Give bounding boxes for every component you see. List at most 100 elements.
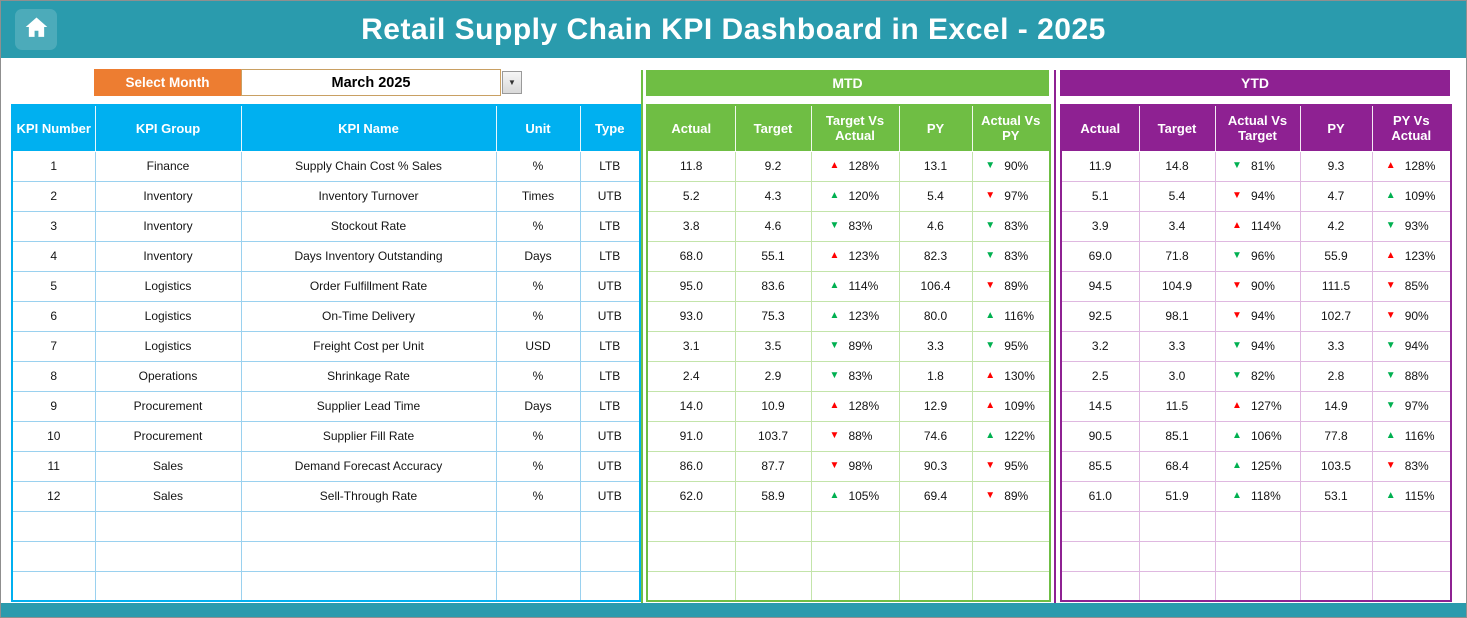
trend-down-icon: ▼ xyxy=(1385,370,1396,381)
kpi-name-cell: Supplier Fill Rate xyxy=(240,420,497,452)
ytd-actual-cell: 92.5 xyxy=(1060,300,1140,332)
trend-indicator: ▲ 123% xyxy=(1377,249,1447,263)
ytd-py-vs-actual-cell: ▲ 115% xyxy=(1371,480,1452,512)
ytd-py-vs-actual-cell: ▲ 128% xyxy=(1371,150,1452,182)
trend-up-icon: ▲ xyxy=(1385,250,1396,261)
empty-cell xyxy=(646,540,736,572)
trend-indicator: ▲ 106% xyxy=(1220,429,1296,443)
trend-up-icon: ▲ xyxy=(1232,490,1242,501)
trend-value: 130% xyxy=(1004,369,1035,383)
trend-value: 105% xyxy=(848,489,880,503)
trend-down-icon: ▼ xyxy=(1385,340,1396,351)
empty-cell xyxy=(1138,510,1216,542)
selected-month-value: March 2025 xyxy=(331,74,411,91)
ytd-section-banner: YTD xyxy=(1060,70,1450,96)
ytd-py-vs-actual-cell: ▼ 85% xyxy=(1371,270,1452,302)
trend-up-icon: ▲ xyxy=(829,250,840,261)
ytd-actual-vs-target-cell: ▲ 106% xyxy=(1214,420,1301,452)
trend-indicator: ▼ 97% xyxy=(1377,399,1447,413)
empty-row xyxy=(646,510,1051,542)
trend-indicator: ▲ 120% xyxy=(816,189,895,203)
kpi-group-cell: Logistics xyxy=(94,330,242,362)
kpi-group-cell: Inventory xyxy=(94,210,242,242)
trend-down-icon: ▼ xyxy=(829,370,840,381)
trend-down-icon: ▼ xyxy=(1385,220,1396,231)
trend-down-icon: ▼ xyxy=(1385,280,1396,291)
kpi-name-cell: Days Inventory Outstanding xyxy=(240,240,497,272)
mtd-actual-vs-py-cell: ▼ 90% xyxy=(971,150,1051,182)
empty-row xyxy=(646,570,1051,602)
trend-value: 95% xyxy=(1004,459,1029,473)
kpi-info-row: 10 Procurement Supplier Fill Rate% UTB xyxy=(11,420,641,452)
trend-indicator: ▼ 88% xyxy=(816,429,895,443)
col-header-mtd-target: Target xyxy=(734,104,812,152)
trend-value: 94% xyxy=(1404,339,1429,353)
trend-indicator: ▲ 115% xyxy=(1377,489,1447,503)
month-dropdown-arrow-button[interactable]: ▼ xyxy=(502,71,522,94)
trend-value: 82% xyxy=(1250,369,1275,383)
kpi-name-cell: Inventory Turnover xyxy=(240,180,497,212)
home-button[interactable] xyxy=(15,9,57,50)
trend-indicator: ▼ 83% xyxy=(816,369,895,383)
trend-down-icon: ▼ xyxy=(1232,310,1242,321)
mtd-data-row: 3.1 3.5 ▼ 89% 3.3 ▼ 95% xyxy=(646,330,1051,362)
type-cell: LTB xyxy=(579,240,641,272)
trend-down-icon: ▼ xyxy=(985,160,996,171)
trend-value: 109% xyxy=(1004,399,1035,413)
mtd-actual-vs-py-cell: ▲ 122% xyxy=(971,420,1051,452)
unit-cell: Times xyxy=(495,180,581,212)
trend-indicator: ▼ 83% xyxy=(1377,459,1447,473)
kpi-number-cell: 5 xyxy=(11,270,96,302)
trend-indicator: ▲ 125% xyxy=(1220,459,1296,473)
empty-cell xyxy=(495,510,581,542)
empty-cell xyxy=(11,510,96,542)
ytd-py-vs-actual-cell: ▼ 90% xyxy=(1371,300,1452,332)
empty-cell xyxy=(898,510,973,542)
mtd-actual-cell: 93.0 xyxy=(646,300,736,332)
trend-indicator: ▼ 94% xyxy=(1220,339,1296,353)
ytd-target-cell: 5.4 xyxy=(1138,180,1216,212)
mtd-actual-vs-py-cell: ▲ 130% xyxy=(971,360,1051,392)
trend-down-icon: ▼ xyxy=(829,460,840,471)
empty-cell xyxy=(810,510,900,542)
unit-cell: % xyxy=(495,360,581,392)
ytd-data-row: 90.5 85.1 ▲ 106% 77.8 ▲ 116% xyxy=(1060,420,1452,452)
unit-cell: % xyxy=(495,450,581,482)
ytd-target-cell: 104.9 xyxy=(1138,270,1216,302)
ytd-actual-vs-target-cell: ▲ 114% xyxy=(1214,210,1301,242)
kpi-info-row: 2 Inventory Inventory Turnover Times UTB xyxy=(11,180,641,212)
trend-value: 88% xyxy=(848,429,873,443)
trend-indicator: ▼ 90% xyxy=(1377,309,1447,323)
ytd-data-row: 92.5 98.1 ▼ 94% 102.7 ▼ 90% xyxy=(1060,300,1452,332)
empty-cell xyxy=(1060,540,1140,572)
ytd-target-cell: 85.1 xyxy=(1138,420,1216,452)
ytd-py-vs-actual-cell: ▼ 97% xyxy=(1371,390,1452,422)
mtd-actual-cell: 14.0 xyxy=(646,390,736,422)
ytd-py-cell: 77.8 xyxy=(1299,420,1373,452)
ytd-data-row: 11.9 14.8 ▼ 81% 9.3 ▲ 128% xyxy=(1060,150,1452,182)
type-cell: LTB xyxy=(579,210,641,242)
kpi-number-cell: 11 xyxy=(11,450,96,482)
trend-value: 128% xyxy=(1404,159,1436,173)
kpi-number-cell: 3 xyxy=(11,210,96,242)
trend-value: 93% xyxy=(1404,219,1429,233)
trend-down-icon: ▼ xyxy=(985,460,996,471)
trend-up-icon: ▲ xyxy=(1232,430,1242,441)
mtd-target-cell: 9.2 xyxy=(734,150,812,182)
trend-indicator: ▼ 83% xyxy=(977,219,1046,233)
ytd-target-cell: 51.9 xyxy=(1138,480,1216,512)
mtd-actual-cell: 91.0 xyxy=(646,420,736,452)
trend-value: 123% xyxy=(848,309,880,323)
trend-indicator: ▼ 82% xyxy=(1220,369,1296,383)
empty-cell xyxy=(898,570,973,602)
month-dropdown[interactable]: March 2025 xyxy=(241,69,501,96)
ytd-data-row: 94.5 104.9 ▼ 90% 111.5 ▼ 85% xyxy=(1060,270,1452,302)
trend-value: 127% xyxy=(1250,399,1282,413)
kpi-name-cell: Supplier Lead Time xyxy=(240,390,497,422)
mtd-target-vs-actual-cell: ▲ 128% xyxy=(810,150,900,182)
mtd-py-cell: 3.3 xyxy=(898,330,973,362)
kpi-name-cell: Shrinkage Rate xyxy=(240,360,497,392)
trend-indicator: ▲ 122% xyxy=(977,429,1046,443)
mtd-py-cell: 80.0 xyxy=(898,300,973,332)
col-header-ytd-target: Target xyxy=(1138,104,1216,152)
